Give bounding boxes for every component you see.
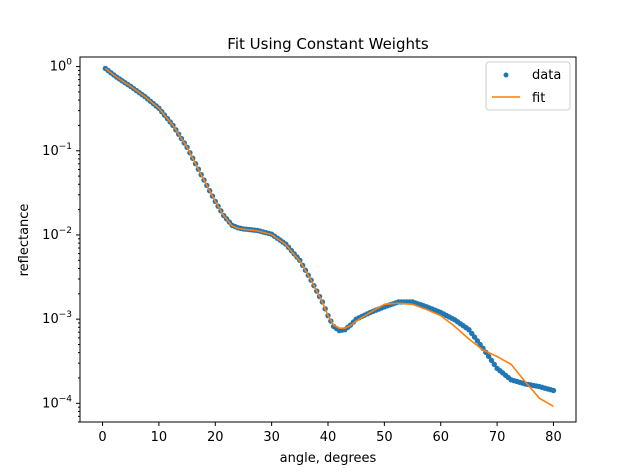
x-tick-label: 30 — [263, 430, 280, 445]
x-tick-label: 0 — [98, 430, 106, 445]
y-tick-label: 10−4 — [42, 394, 72, 411]
data-point — [469, 330, 475, 337]
x-tick-label: 70 — [489, 430, 506, 445]
data-point — [471, 334, 478, 340]
x-tick-label: 60 — [432, 430, 449, 445]
x-axis-label: angle, degrees — [280, 451, 377, 466]
legend-marker-data — [503, 72, 509, 78]
data-point — [485, 353, 492, 360]
y-tick-label: 10−2 — [42, 226, 72, 243]
plot-frame — [79, 56, 577, 423]
y-tick-label: 100 — [50, 58, 73, 75]
legend-label-data: data — [532, 68, 561, 83]
data-point — [488, 357, 495, 364]
y-tick-label: 10−1 — [42, 142, 72, 159]
legend: data fit — [485, 61, 571, 111]
axes: 0 10 20 30 40 50 60 70 80 10−4 10−3 10−2 10−1 100 — [42, 58, 562, 445]
legend-label-fit: fit — [532, 91, 545, 106]
data-point — [474, 338, 481, 344]
x-tick-label: 80 — [545, 430, 562, 445]
y-axis-label: reflectance — [17, 204, 32, 277]
series-data — [102, 65, 557, 394]
x-tick-label: 20 — [207, 430, 224, 445]
chart-title: Fit Using Constant Weights — [227, 35, 429, 53]
x-tick-label: 50 — [376, 430, 393, 445]
y-tick-label: 10−3 — [42, 310, 72, 327]
x-tick-label: 40 — [320, 430, 337, 445]
data-point — [466, 326, 472, 333]
x-tick-label: 10 — [151, 430, 168, 445]
data-point — [550, 387, 557, 394]
data-point — [491, 361, 497, 368]
plot-area — [102, 65, 557, 408]
series-fit — [104, 67, 554, 408]
